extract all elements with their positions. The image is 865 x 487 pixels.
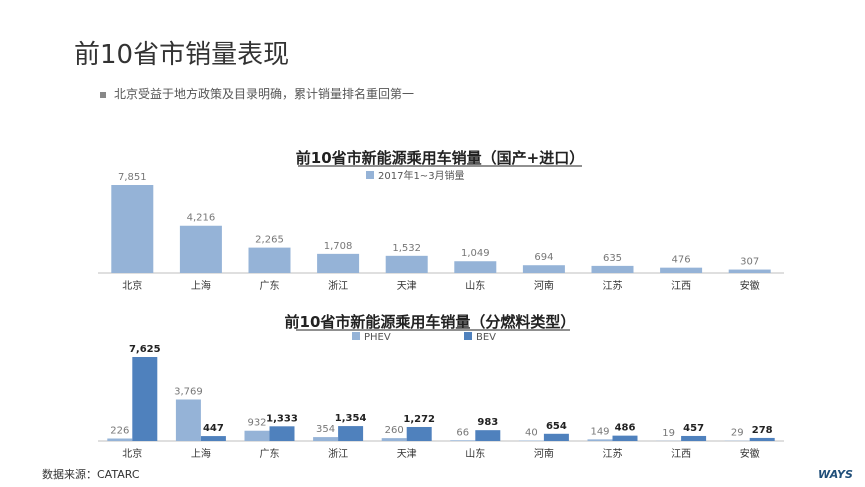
chart1-value-label: 1,049 <box>461 248 490 259</box>
chart1-bar <box>728 269 771 273</box>
chart1-category-label: 浙江 <box>328 280 348 292</box>
chart2-value-label-phev: 3,769 <box>174 386 203 397</box>
bullet-label: 北京受益于地方政策及目录明确，累计销量排名重回第一 <box>114 87 415 101</box>
chart2-value-label-bev: 654 <box>546 421 567 432</box>
chart1-bar <box>179 225 222 273</box>
chart2-value-label-phev: 29 <box>731 428 744 439</box>
chart2-value-label-bev: 1,272 <box>403 414 435 425</box>
chart1-value-label: 694 <box>534 252 553 263</box>
chart1-bar <box>660 267 703 273</box>
chart2-legend-swatch-bev <box>464 332 472 340</box>
chart2-value-label-bev: 983 <box>477 417 498 428</box>
chart2-value-label-phev: 66 <box>456 427 469 438</box>
chart1-category-label: 广东 <box>260 279 280 292</box>
bullet-text: 北京受益于地方政策及目录明确，累计销量排名重回第一 <box>100 85 414 102</box>
data-source-note: 数据来源：CATARC <box>42 468 140 481</box>
chart1-legend-label: 2017年1~3月销量 <box>378 169 465 182</box>
chart1-category-label: 江苏 <box>603 279 623 292</box>
chart2-bar-bev <box>338 426 364 441</box>
chart2-bar-phev <box>381 438 407 441</box>
chart1-legend-swatch <box>366 171 374 179</box>
page-title: 前10省市销量表现 <box>74 40 290 70</box>
chart2-bar-bev <box>681 435 707 441</box>
chart2-bar-bev <box>132 357 158 441</box>
chart2-value-label-phev: 149 <box>590 426 609 437</box>
chart1-bar <box>454 261 497 273</box>
chart2-bar-bev <box>749 437 775 441</box>
ways-logo: WAYS <box>818 468 853 481</box>
chart1-bar <box>317 253 360 273</box>
chart2-category-label: 广东 <box>260 447 280 460</box>
chart2-value-label-bev: 1,354 <box>335 413 367 424</box>
chart2-category-label: 安徽 <box>740 447 760 460</box>
chart2-value-label-phev: 260 <box>385 425 404 436</box>
chart1-bar <box>591 265 634 273</box>
chart2-bar-phev <box>313 437 339 441</box>
chart2-bar-phev <box>107 438 133 441</box>
chart2-category-label: 河南 <box>534 447 554 460</box>
chart1-category-label: 天津 <box>397 280 417 292</box>
chart1-value-label: 635 <box>603 253 622 264</box>
chart1-category-label: 河南 <box>534 279 554 292</box>
chart2-value-label-bev: 457 <box>683 423 704 434</box>
chart2-bar-phev <box>175 399 201 441</box>
chart2-value-label-phev: 932 <box>247 418 266 429</box>
chart1-value-label: 1,532 <box>392 243 421 254</box>
chart1-category-label: 北京 <box>122 279 142 292</box>
chart2-value-label-bev: 278 <box>752 425 773 436</box>
chart2-value-label-phev: 40 <box>525 428 538 439</box>
chart2-bar-bev <box>612 435 638 441</box>
chart2-bar-bev <box>475 430 501 441</box>
chart1-value-label: 476 <box>672 255 691 266</box>
chart1-bar <box>248 247 291 273</box>
chart2-category-label: 山东 <box>465 447 485 460</box>
chart2-category-label: 上海 <box>191 447 211 460</box>
chart-fuel-type-sales: 前10省市新能源乘用车销量（分燃料类型） PHEV BEV 226 7,625 3,… <box>98 313 784 460</box>
chart1-title: 前10省市新能源乘用车销量（国产+进口） <box>296 149 584 167</box>
chart2-legend-label-phev: PHEV <box>364 332 391 343</box>
chart1-value-label: 307 <box>740 257 759 268</box>
chart2-legend-swatch-phev <box>352 332 360 340</box>
bullet-square-icon <box>100 91 106 98</box>
chart2-bar-bev <box>200 436 226 441</box>
chart1-category-label: 安徽 <box>740 279 760 292</box>
chart2-value-label-phev: 354 <box>316 424 335 435</box>
chart2-value-label-bev: 7,625 <box>129 344 161 355</box>
chart1-value-label: 2,265 <box>255 235 284 246</box>
chart2-bar-phev <box>450 440 476 441</box>
chart2-bar-phev <box>587 439 613 441</box>
chart1-value-label: 7,851 <box>118 172 147 183</box>
chart2-value-label-bev: 1,333 <box>266 413 298 424</box>
chart1-category-label: 山东 <box>465 279 485 292</box>
chart-total-sales: 前10省市新能源乘用车销量（国产+进口） 2017年1~3月销量 7,851 4,… <box>98 149 784 292</box>
chart1-bar <box>522 265 565 273</box>
chart2-category-label: 浙江 <box>328 448 348 460</box>
chart2-bar-bev <box>269 426 295 441</box>
chart1-value-label: 4,216 <box>187 213 216 224</box>
chart1-category-label: 上海 <box>191 279 211 292</box>
chart2-category-label: 江西 <box>671 448 691 460</box>
chart2-category-label: 江苏 <box>603 447 623 460</box>
chart1-bar <box>111 185 154 273</box>
chart2-value-label-bev: 447 <box>203 423 224 434</box>
chart1-category-label: 江西 <box>671 280 691 292</box>
chart2-value-label-phev: 226 <box>110 426 129 437</box>
chart1-value-label: 1,708 <box>324 241 353 252</box>
chart2-category-label: 北京 <box>122 447 142 460</box>
chart2-bar-phev <box>244 430 270 441</box>
chart2-bar-bev <box>406 426 432 441</box>
chart2-value-label-bev: 486 <box>615 423 636 434</box>
chart2-value-label-phev: 19 <box>662 428 675 439</box>
chart2-bar-bev <box>543 433 569 441</box>
chart2-title: 前10省市新能源乘用车销量（分燃料类型） <box>285 313 576 331</box>
chart1-bar <box>385 255 428 273</box>
chart2-category-label: 天津 <box>397 448 417 460</box>
chart2-legend-label-bev: BEV <box>476 332 496 343</box>
